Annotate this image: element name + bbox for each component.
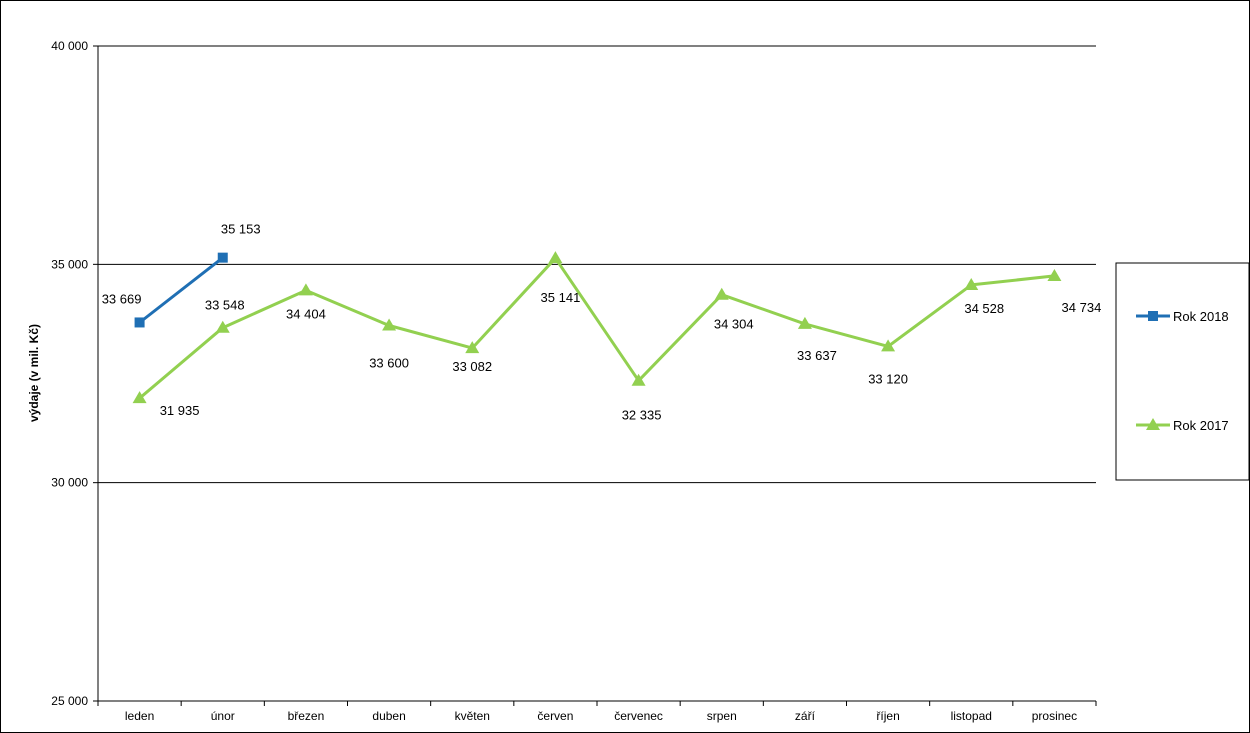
data-point-square: [134, 317, 145, 328]
data-point-triangle: [298, 283, 313, 296]
x-tick-label: březen: [288, 709, 325, 723]
legend-entry: Rok 2017: [1136, 418, 1229, 433]
data-label: 33 637: [797, 348, 837, 363]
legend-label: Rok 2018: [1173, 309, 1229, 324]
data-point-triangle: [964, 277, 979, 290]
data-label: 33 669: [102, 291, 142, 306]
y-tick-label: 25 000: [51, 694, 88, 708]
series-line: [138, 256, 224, 324]
data-label: 31 935: [160, 403, 200, 418]
x-tick-label: srpen: [707, 709, 737, 723]
data-point-triangle: [382, 318, 397, 331]
data-label: 33 548: [205, 298, 245, 313]
data-label: 33 600: [369, 355, 409, 370]
legend-label: Rok 2017: [1173, 418, 1229, 433]
data-point-triangle: [132, 391, 147, 404]
data-label: 34 734: [1062, 300, 1102, 315]
legend-marker-square: [1148, 311, 1158, 321]
data-point-triangle: [1047, 268, 1062, 281]
x-tick-label: leden: [125, 709, 154, 723]
data-point-square: [217, 252, 228, 263]
data-label: 32 335: [622, 408, 662, 423]
series-line: [138, 256, 1055, 400]
data-label: 34 404: [286, 306, 326, 321]
x-tick-label: červenec: [614, 709, 663, 723]
x-tick-label: duben: [372, 709, 405, 723]
data-point-triangle: [631, 373, 646, 386]
series: 31 935 33 548 34 404 33 600 33 082 35 141 32 3…: [102, 222, 1102, 423]
data-point-triangle: [714, 287, 729, 300]
data-label: 35 141: [541, 290, 581, 305]
gridlines: [98, 45, 1096, 484]
data-label: 33 120: [868, 371, 908, 386]
series-rok-2017: 31 935 33 548 34 404 33 600 33 082 35 141 32 3…: [132, 251, 1102, 423]
data-point-triangle: [797, 316, 812, 329]
data-point-triangle: [215, 320, 230, 333]
legend: Rok 2018 Rok 2017: [1115, 262, 1250, 481]
data-point-triangle: [465, 341, 480, 354]
series-rok-2018: 33 669 35 153: [102, 222, 261, 328]
y-axis-label: výdaje (v mil. Kč): [27, 324, 41, 422]
x-tick-label: září: [795, 709, 816, 723]
axes: 25 000 30 000 35 000 40 000 leden únor březen d…: [51, 39, 1097, 723]
x-tick-label: květen: [455, 709, 490, 723]
data-label: 34 304: [714, 317, 754, 332]
y-tick-label: 30 000: [51, 476, 88, 490]
y-tick-label: 40 000: [51, 39, 88, 53]
x-tick-label: únor: [211, 709, 235, 723]
y-tick-label: 35 000: [51, 257, 88, 271]
data-label: 33 082: [452, 359, 492, 374]
x-tick-label: prosinec: [1032, 709, 1077, 723]
x-tick-label: říjen: [876, 709, 899, 723]
x-tick-label: listopad: [951, 709, 992, 723]
legend-marker-triangle: [1146, 418, 1160, 430]
data-label: 35 153: [221, 222, 261, 237]
x-tick-label: červen: [537, 709, 573, 723]
legend-entry: Rok 2018: [1136, 309, 1229, 324]
data-label: 34 528: [964, 301, 1004, 316]
data-point-triangle: [881, 339, 896, 352]
legend-box: [1115, 262, 1250, 481]
data-point-triangle: [548, 251, 563, 264]
